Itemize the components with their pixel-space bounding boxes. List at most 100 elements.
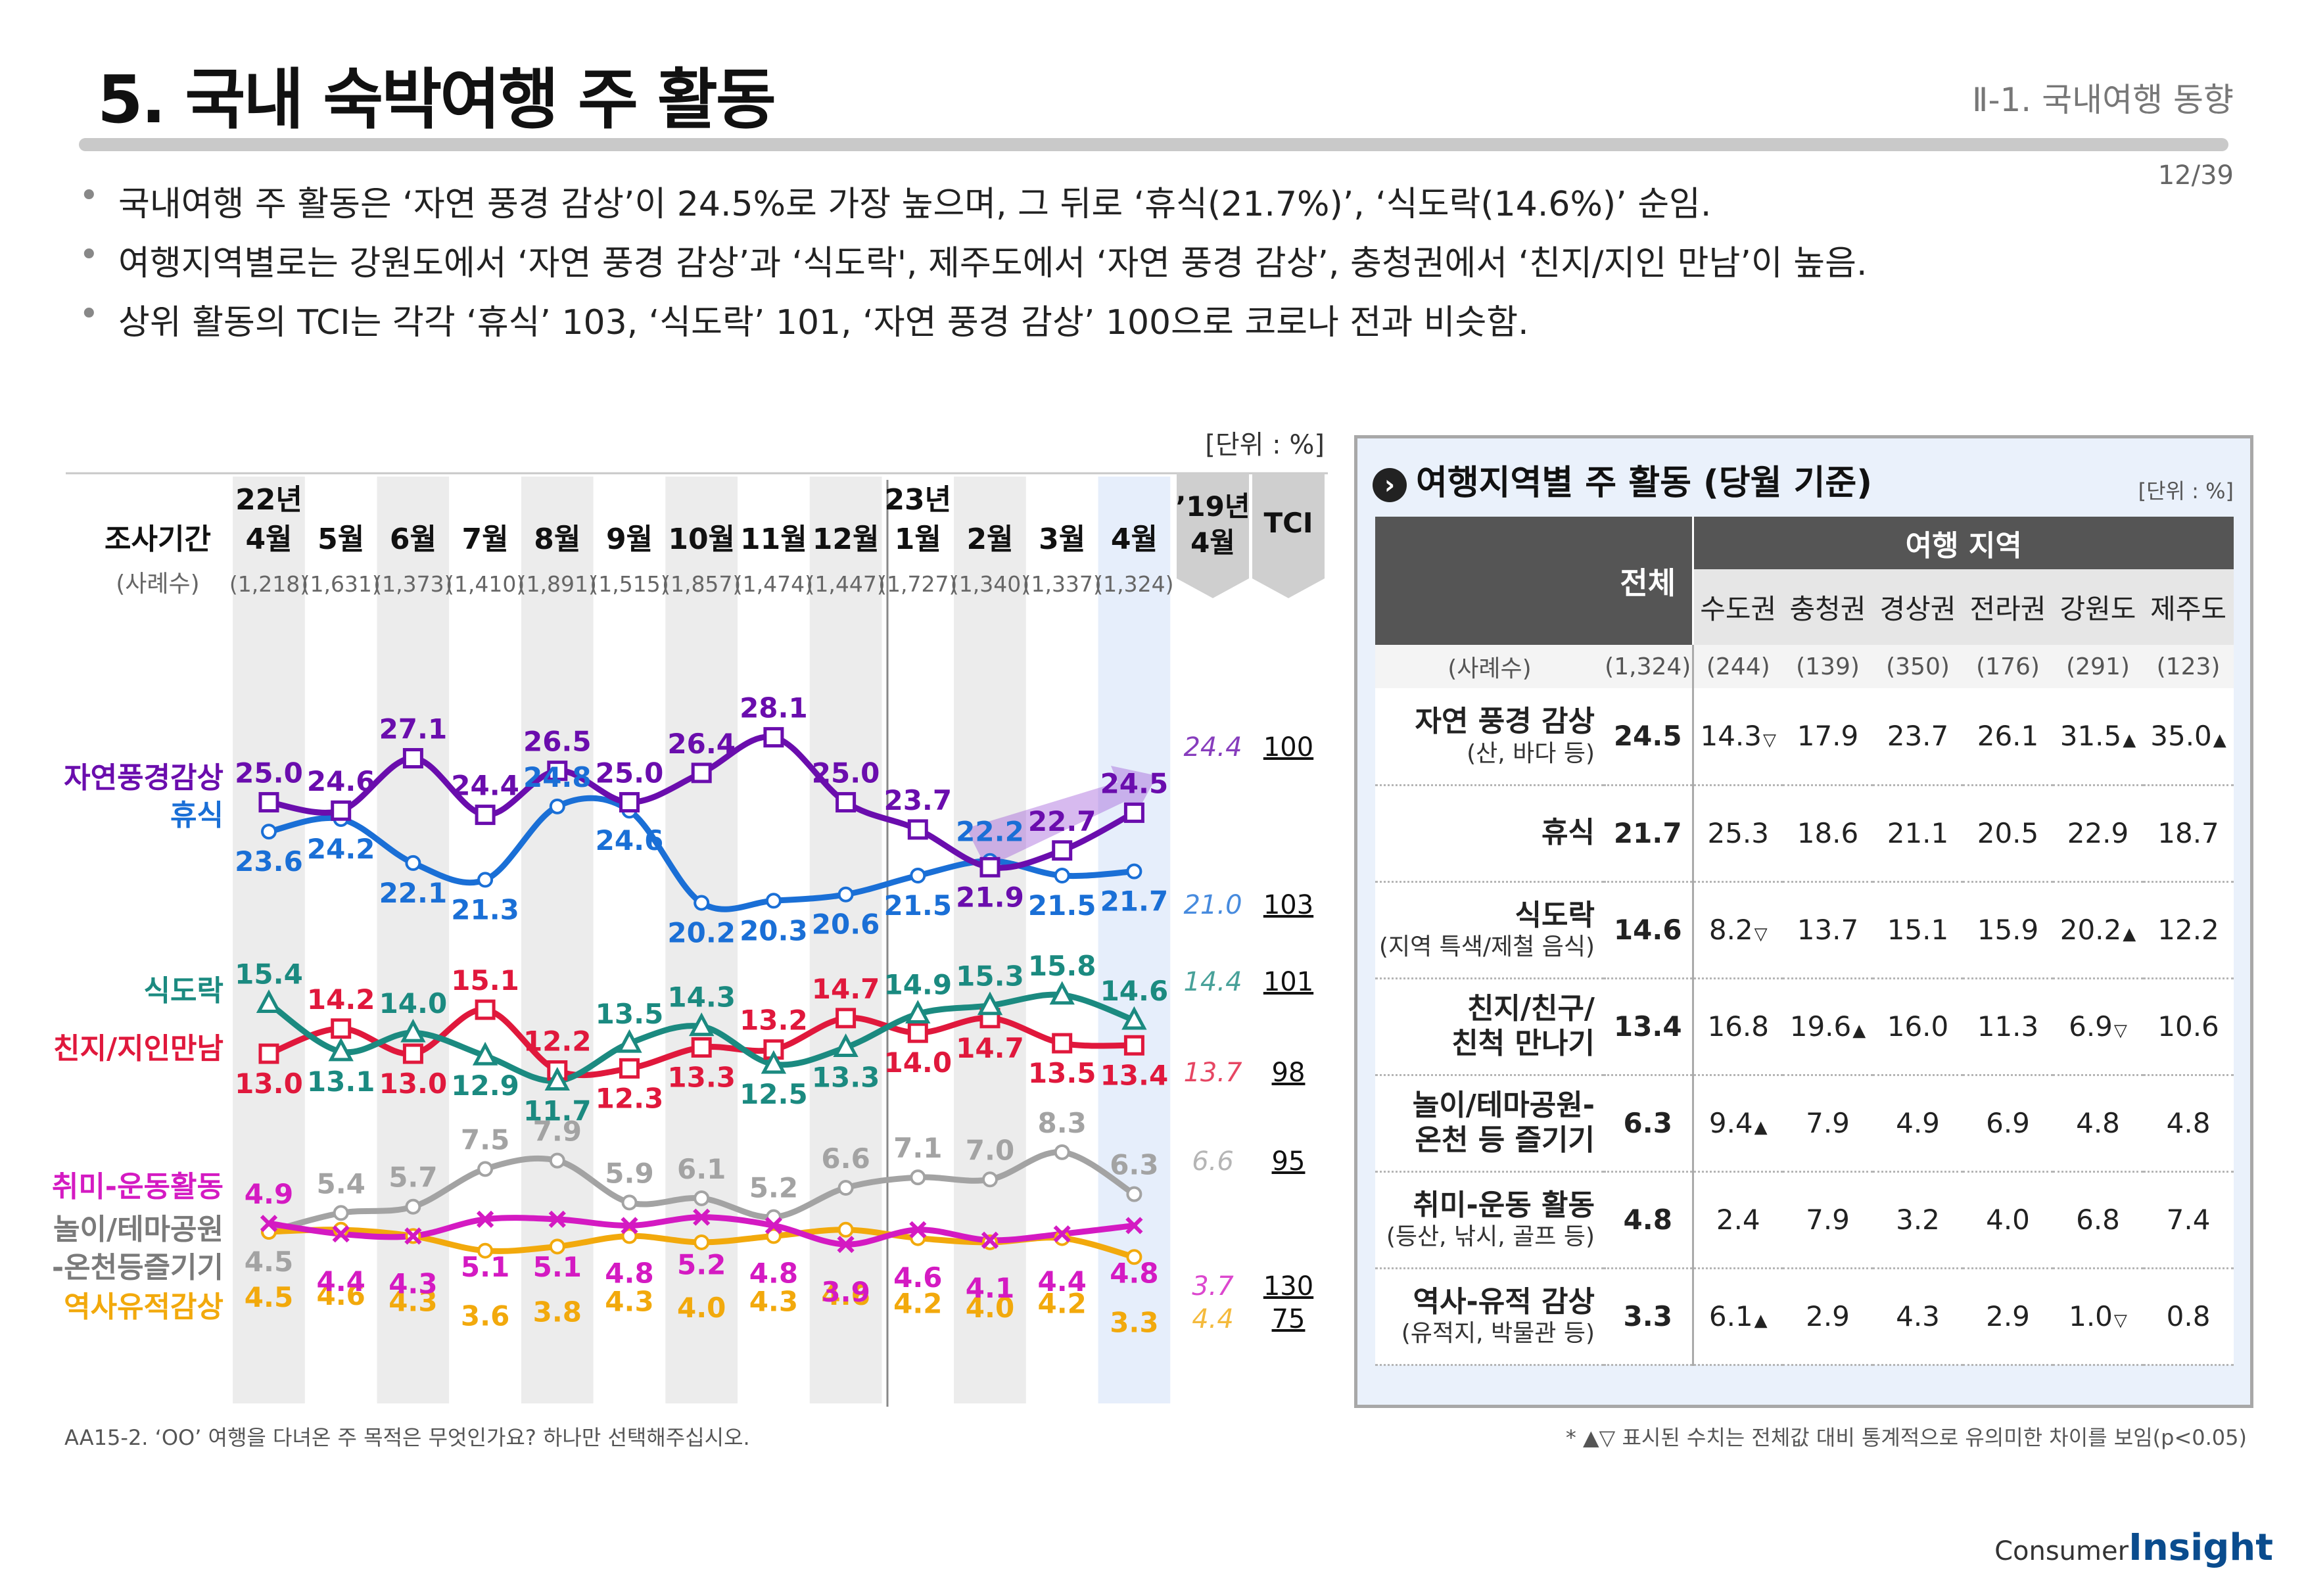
region-value: 4.9 — [1873, 1075, 1963, 1173]
sample-size: (1,324) — [1094, 571, 1173, 597]
value-2019: 21.0 — [1183, 890, 1242, 920]
table-unit-label: [단위 : %] — [2138, 479, 2234, 504]
data-label: 21.5 — [1028, 889, 1096, 922]
data-point — [472, 1041, 498, 1066]
data-point — [1054, 1144, 1070, 1160]
data-label: 22.1 — [379, 877, 448, 909]
data-label: 4.0 — [677, 1292, 726, 1324]
month-band — [304, 477, 377, 1403]
data-label: 4.8 — [605, 1257, 653, 1289]
down-triangle-icon: ▽ — [2113, 1311, 2127, 1330]
data-label: 15.1 — [451, 964, 519, 997]
region-value: 35.0▲ — [2143, 688, 2234, 786]
region-value: 16.8 — [1693, 978, 1783, 1076]
region-value: 15.1 — [1873, 881, 1963, 979]
data-point — [331, 1018, 352, 1039]
sample-size: (1,515) — [590, 571, 669, 597]
data-point — [694, 895, 710, 911]
data-point — [693, 1208, 711, 1226]
down-triangle-icon: ▽ — [1763, 730, 1776, 751]
region-value: 22.9 — [2053, 785, 2143, 883]
sample-size: (1,410) — [446, 571, 525, 597]
region-value: 14.3▽ — [1693, 688, 1783, 786]
data-label: 24.6 — [307, 765, 375, 797]
data-point — [549, 1152, 565, 1169]
region-value: 4.8 — [2143, 1075, 2234, 1173]
region-value: 6.1▲ — [1693, 1268, 1783, 1366]
region-header: 수도권 — [1693, 569, 1783, 645]
data-point — [689, 1012, 715, 1037]
row-label: 역사-유적 감상 (유적지, 박물관 등) — [1375, 1268, 1604, 1366]
trend-arrow — [966, 766, 1157, 868]
value-2019: 6.6 — [1192, 1146, 1234, 1177]
data-label: 13.5 — [1028, 1057, 1096, 1089]
row-label: 친지/친구/친척 만나기 — [1375, 978, 1604, 1076]
data-point — [260, 1215, 278, 1232]
sample-size: (1,474) — [734, 571, 813, 597]
region-value: 20.5 — [1963, 785, 2053, 883]
sample-count: (139) — [1783, 645, 1873, 688]
legend: 자연풍경감상 휴식 식도락 친지/지인만남 취미-운동활동 놀이/테마공원 -온… — [52, 761, 224, 1324]
up-triangle-icon: ▲ — [1754, 1311, 1768, 1330]
data-label: 7.9 — [533, 1115, 582, 1148]
data-point — [981, 1231, 999, 1249]
data-point — [477, 872, 494, 888]
table-title-text: 여행지역별 주 활동 (당월 기준) — [1416, 463, 1873, 503]
data-point — [477, 1161, 494, 1177]
region-value: 16.0 — [1873, 978, 1963, 1076]
data-point — [1053, 1225, 1071, 1243]
data-label: 4.0 — [966, 1292, 1014, 1324]
data-label: 20.3 — [740, 914, 808, 947]
series-markers — [256, 727, 1147, 1265]
data-point — [905, 1000, 931, 1023]
data-label: 4.5 — [245, 1246, 293, 1278]
data-label: 5.4 — [316, 1167, 365, 1200]
data-label: 12.3 — [596, 1082, 664, 1114]
data-point — [763, 727, 784, 748]
total-value: 4.8 — [1604, 1171, 1694, 1269]
period-header: 조사기간 — [105, 523, 211, 556]
region-value: 4.3 — [1873, 1268, 1963, 1366]
month-label: 6월 — [390, 523, 436, 556]
data-label: 13.5 — [596, 998, 664, 1030]
data-point — [910, 868, 926, 884]
data-point — [977, 991, 1003, 1016]
up-triangle-icon: ▲ — [2123, 730, 2136, 751]
region-value: 26.1 — [1963, 688, 2053, 786]
data-label: 14.7 — [812, 973, 880, 1005]
region-value: 8.2▽ — [1693, 881, 1783, 979]
region-header: 충청권 — [1783, 569, 1873, 645]
data-point — [549, 798, 565, 814]
region-value: 15.9 — [1963, 881, 2053, 979]
data-label: 28.1 — [740, 692, 808, 724]
data-point — [979, 857, 1000, 878]
month-label: 2월 — [966, 523, 1013, 556]
data-point — [400, 1018, 426, 1043]
data-point — [621, 1217, 638, 1234]
data-label: 4.4 — [1037, 1265, 1086, 1298]
data-label: 15.3 — [956, 960, 1024, 993]
data-point — [1054, 868, 1070, 884]
month-band — [1025, 477, 1098, 1403]
data-label: 5.1 — [533, 1251, 582, 1283]
data-point — [1052, 1033, 1073, 1054]
region-value: 4.0 — [1963, 1171, 2053, 1269]
sample-count: (244) — [1693, 645, 1783, 688]
legend-rest: 휴식 — [170, 799, 224, 832]
month-band — [593, 477, 666, 1403]
data-point — [907, 819, 928, 840]
total-value: 6.3 — [1604, 1075, 1694, 1173]
data-label: 22.2 — [956, 816, 1024, 848]
survey-question-note: AA15-2. ‘OO’ 여행을 다녀온 주 목적은 무엇인가요? 하나만 선택… — [64, 1425, 750, 1450]
value-2019: 24.4 — [1183, 732, 1242, 763]
significance-note: * ▲▽ 표시된 수치는 전체값 대비 통계적으로 유의미한 차이를 보임(p<… — [1565, 1425, 2247, 1450]
value-2019: 4.4 — [1192, 1304, 1234, 1334]
sample-size: (1,891) — [518, 571, 597, 597]
tci-value: 130 — [1263, 1271, 1313, 1302]
sample-size-labels: (1,218)(1,631)(1,373)(1,410)(1,891)(1,51… — [229, 571, 1174, 597]
data-label: 5.9 — [605, 1157, 653, 1189]
data-point — [402, 748, 423, 769]
sample-size: (1,857) — [662, 571, 741, 597]
value-2019: 13.7 — [1183, 1058, 1242, 1088]
region-value: 2.9 — [1783, 1268, 1873, 1366]
